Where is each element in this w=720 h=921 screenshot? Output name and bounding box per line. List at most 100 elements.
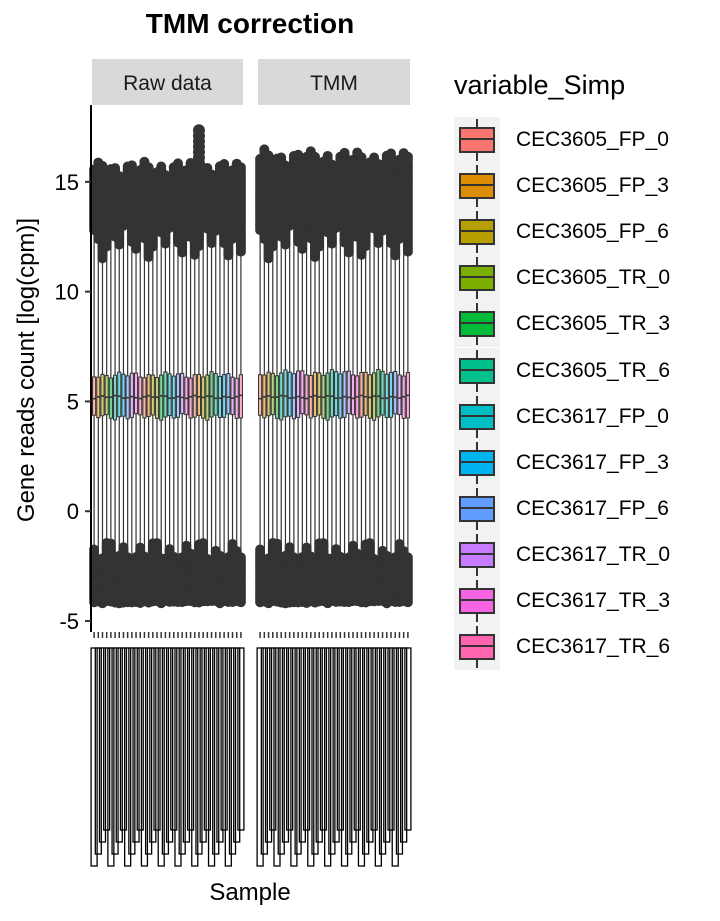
- legend-item: CEC3617_FP_0: [454, 393, 714, 440]
- x-tick-label-glyphs: [353, 647, 361, 831]
- box-body: [393, 370, 398, 415]
- outlier-point: [310, 151, 320, 162]
- facet-strip-label: TMM: [310, 72, 358, 95]
- box-body: [266, 371, 271, 417]
- x-tick-label-glyphs: [237, 647, 245, 831]
- box-body: [167, 373, 172, 417]
- box-body: [334, 371, 339, 417]
- x-tick-label-glyphs: [107, 647, 115, 867]
- x-tick-label-glyphs: [281, 647, 290, 843]
- legend-key: [454, 531, 500, 578]
- outlier-point: [143, 162, 154, 173]
- x-tick-label-glyphs: [311, 647, 319, 855]
- box-body: [133, 372, 139, 415]
- legend-item: CEC3617_FP_3: [454, 439, 714, 486]
- box-body: [238, 374, 243, 419]
- box-body: [175, 373, 181, 418]
- x-tick-label-glyphs: [328, 647, 336, 855]
- legend-label: CEC3605_FP_0: [516, 128, 669, 152]
- x-tick-label-glyphs: [119, 647, 128, 831]
- box-body: [283, 369, 288, 418]
- x-tick-label-glyphs: [124, 647, 132, 867]
- box-body: [163, 371, 168, 418]
- box-body: [300, 370, 305, 415]
- legend: variable_Simp CEC3605_FP_0 CEC3605_FP_3 CE…: [454, 70, 714, 671]
- outlier-point: [110, 163, 121, 174]
- outlier-point: [156, 161, 167, 172]
- legend-label: CEC3605_TR_0: [516, 266, 671, 290]
- box-body: [180, 372, 185, 415]
- x-tick-label-glyphs: [115, 647, 123, 843]
- x-tick-label-glyphs: [404, 647, 412, 831]
- x-tick-label-glyphs: [264, 647, 273, 843]
- x-tick-label-glyphs: [191, 647, 199, 867]
- x-tick-label-glyphs: [103, 647, 111, 831]
- x-tick-label-glyphs: [228, 647, 237, 855]
- legend-label: CEC3617_TR_6: [516, 635, 671, 659]
- legend-key: [454, 209, 500, 256]
- x-tick-label-glyphs: [182, 647, 191, 843]
- x-tick-label-glyphs: [395, 647, 404, 855]
- x-tick-label-glyphs: [224, 647, 232, 867]
- box-body: [150, 374, 155, 416]
- x-tick-label-glyphs: [370, 647, 378, 831]
- x-tick-label-glyphs: [362, 647, 370, 855]
- legend-label: CEC3617_FP_3: [516, 450, 669, 474]
- x-tick-label-glyphs: [220, 647, 228, 831]
- x-tick-label-glyphs: [319, 647, 328, 831]
- facet-panels: [89, 124, 413, 609]
- x-tick-label-glyphs: [136, 647, 144, 831]
- legend-label: CEC3617_TR_0: [516, 542, 671, 566]
- box-body: [234, 377, 239, 419]
- box-body: [92, 376, 97, 416]
- x-tick-label-glyphs: [324, 647, 332, 867]
- outlier-point: [97, 161, 108, 172]
- box-body: [342, 371, 347, 418]
- x-tick-label-glyphs: [94, 647, 102, 855]
- box-body: [112, 374, 118, 421]
- x-tick-label-glyphs: [383, 647, 391, 843]
- facet-strips: Raw data TMM: [92, 59, 410, 105]
- legend-item: CEC3605_TR_0: [454, 255, 714, 302]
- x-tick-label-glyphs: [269, 647, 277, 831]
- box-body: [226, 373, 231, 415]
- x-tick-label-glyphs: [161, 647, 170, 855]
- legend-key: [454, 393, 500, 440]
- box-body: [117, 371, 122, 418]
- x-tick-label-glyphs: [391, 647, 399, 867]
- x-tick-label-glyphs: [374, 647, 382, 867]
- x-tick-label-glyphs: [294, 647, 302, 855]
- box-body: [171, 375, 176, 419]
- box-body: [121, 373, 126, 417]
- y-tick-label: 10: [55, 280, 79, 305]
- box-body: [230, 376, 235, 416]
- box-body: [104, 375, 109, 416]
- y-axis-title: Gene reads count [log(cpm)]: [13, 218, 40, 522]
- outliers: [402, 151, 413, 608]
- y-tick-label: 5: [67, 389, 79, 414]
- box-body: [205, 374, 210, 421]
- box-body: [279, 372, 284, 421]
- x-axis-title: Sample: [209, 879, 290, 906]
- y-tick-label: 15: [55, 170, 79, 195]
- legend-item: CEC3605_FP_3: [454, 163, 714, 210]
- y-tick-label: 0: [67, 499, 79, 524]
- box-body: [317, 372, 322, 416]
- x-tick-label-glyphs: [199, 647, 207, 843]
- box-body: [329, 369, 334, 418]
- box-body: [217, 375, 223, 418]
- x-tick-label-glyphs: [273, 647, 281, 867]
- legend-item: CEC3605_TR_6: [454, 347, 714, 394]
- box-body: [129, 372, 134, 418]
- x-tick-label-glyphs: [387, 647, 395, 831]
- x-tick-label-glyphs: [140, 647, 149, 867]
- box-body: [258, 374, 263, 416]
- box-body: [184, 376, 189, 416]
- facet-panel: [89, 124, 246, 609]
- legend-label: CEC3605_FP_6: [516, 220, 669, 244]
- box-body: [388, 371, 394, 418]
- outlier-point: [322, 150, 333, 161]
- box-body: [196, 374, 202, 416]
- x-tick-label-glyphs: [212, 647, 220, 855]
- legend-item: CEC3617_TR_0: [454, 531, 714, 578]
